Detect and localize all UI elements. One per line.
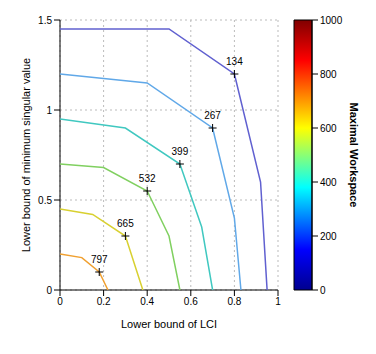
svg-text:0: 0 [46,285,52,296]
svg-text:0.8: 0.8 [227,296,241,307]
svg-text:399: 399 [172,146,189,157]
svg-text:0.5: 0.5 [38,195,52,206]
svg-text:600: 600 [320,123,337,134]
svg-text:134: 134 [226,56,243,67]
svg-text:665: 665 [117,218,134,229]
svg-text:1: 1 [275,296,281,307]
svg-text:0.6: 0.6 [184,296,198,307]
svg-text:532: 532 [139,173,156,184]
svg-text:267: 267 [204,110,221,121]
svg-text:400: 400 [320,177,337,188]
svg-text:0.2: 0.2 [97,296,111,307]
svg-text:200: 200 [320,231,337,242]
svg-text:1: 1 [46,105,52,116]
svg-text:1.5: 1.5 [38,15,52,26]
svg-text:0: 0 [320,285,326,296]
svg-text:797: 797 [91,254,108,265]
svg-text:0.4: 0.4 [140,296,154,307]
svg-text:0: 0 [57,296,63,307]
svg-text:1000: 1000 [320,15,343,26]
svg-text:800: 800 [320,69,337,80]
svg-text:Lower bound of minimum singula: Lower bound of minimum singular value [20,58,32,252]
svg-text:Maximal Workspace: Maximal Workspace [348,103,360,208]
svg-text:Lower bound of LCI: Lower bound of LCI [121,318,217,330]
